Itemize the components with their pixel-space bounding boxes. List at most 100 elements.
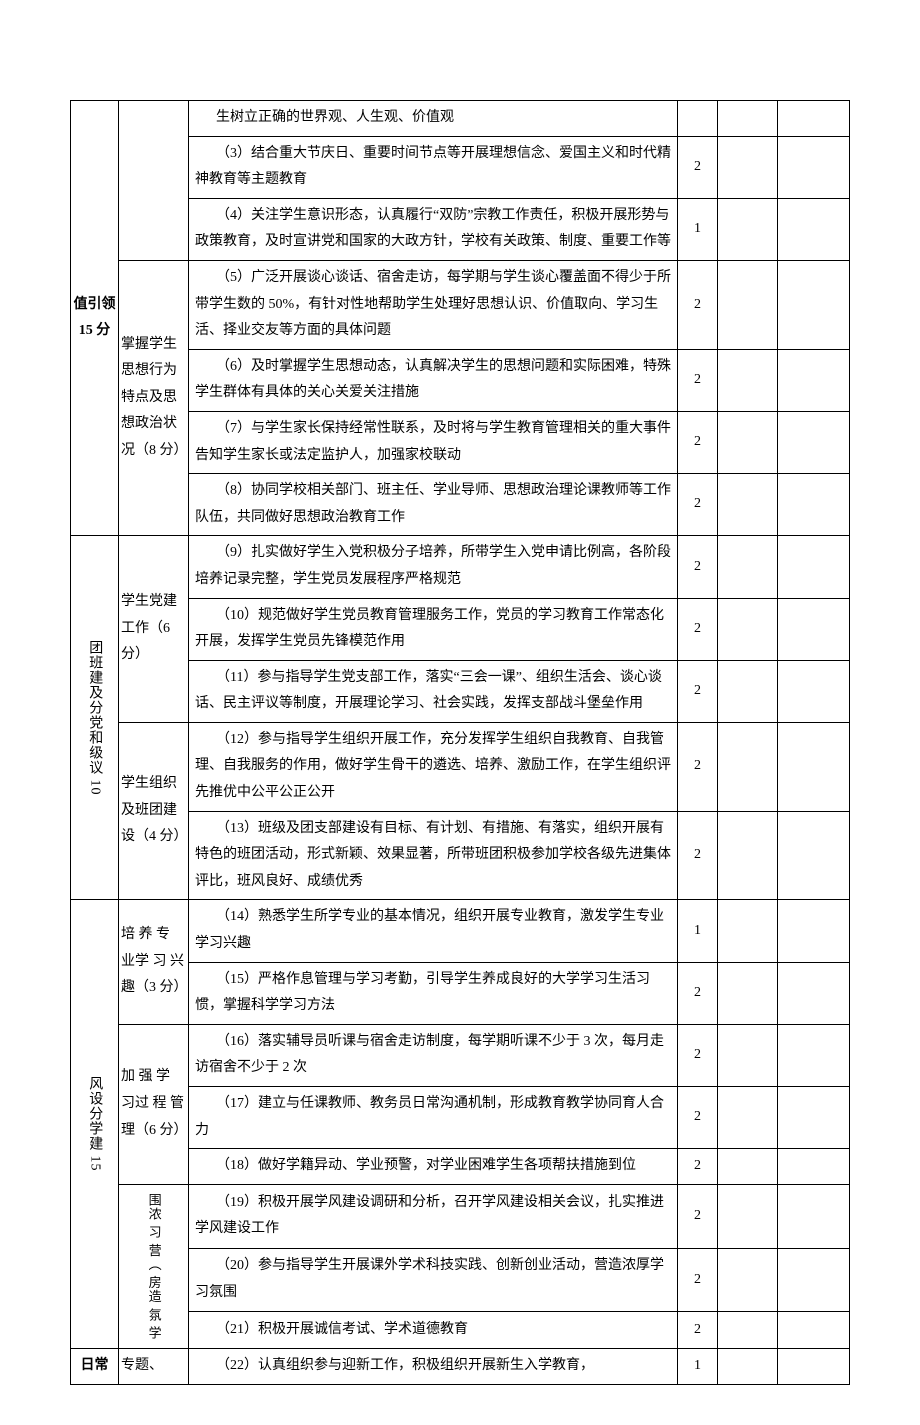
table-cell	[718, 1024, 778, 1086]
category-cell: 风设分学建 15	[71, 900, 119, 1349]
table-cell: 2	[678, 962, 718, 1024]
table-cell: （9）扎实做好学生入党积极分子培养，所带学生入党申请比例高，各阶段培养记录完整，…	[189, 536, 678, 598]
table-cell: 2	[678, 660, 718, 722]
table-row: 掌握学生思想行为特点及思想政治状况（8 分）（5）广泛开展谈心谈话、宿舍走访，每…	[71, 260, 850, 349]
table-cell	[778, 101, 850, 137]
table-cell: 学生组织及班团建设（4 分）	[119, 722, 189, 900]
table-cell	[718, 260, 778, 349]
table-cell: 1	[678, 1349, 718, 1385]
table-cell: （12）参与指导学生组织开展工作，充分发挥学生组织自我教育、自我管理、自我服务的…	[189, 722, 678, 811]
table-cell: 2	[678, 1087, 718, 1149]
table-cell: （20）参与指导学生开展课外学术科技实践、创新创业活动，营造浓厚学习氛围	[189, 1248, 678, 1312]
table-cell: （16）落实辅导员听课与宿舍走访制度，每学期听课不少于 3 次，每月走访宿舍不少…	[189, 1024, 678, 1086]
table-cell: （3）结合重大节庆日、重要时间节点等开展理想信念、爱国主义和时代精神教育等主题教…	[189, 136, 678, 198]
table-cell	[718, 349, 778, 411]
table-cell	[778, 411, 850, 473]
table-cell	[718, 411, 778, 473]
table-cell	[718, 811, 778, 900]
table-cell: （15）严格作息管理与学习考勤，引导学生养成良好的大学学习生活习惯，掌握科学学习…	[189, 962, 678, 1024]
table-cell	[778, 1312, 850, 1349]
table-cell: 2	[678, 1312, 718, 1349]
table-cell	[678, 101, 718, 137]
table-cell	[718, 900, 778, 962]
table-cell: 2	[678, 1149, 718, 1185]
category-cell: 日常	[71, 1349, 119, 1385]
table-row: 围浓 习 营（ 房造 氛 学（19）积极开展学风建设调研和分析，召开学风建设相关…	[71, 1184, 850, 1248]
table-cell	[718, 1149, 778, 1185]
table-cell	[718, 101, 778, 137]
table-cell: 1	[678, 198, 718, 260]
table-cell: 2	[678, 136, 718, 198]
table-row: 风设分学建 15培 养 专 业学 习 兴 趣（3 分）（14）熟悉学生所学专业的…	[71, 900, 850, 962]
table-cell	[778, 598, 850, 660]
table-cell: （8）协同学校相关部门、班主任、学业导师、思想政治理论课教师等工作队伍，共同做好…	[189, 474, 678, 536]
table-cell	[718, 536, 778, 598]
table-cell: （4）关注学生意识形态，认真履行“双防”宗教工作责任，积极开展形势与政策教育，及…	[189, 198, 678, 260]
table-cell: 2	[678, 722, 718, 811]
table-cell: （18）做好学籍异动、学业预警，对学业困难学生各项帮扶措施到位	[189, 1149, 678, 1185]
table-cell	[119, 101, 189, 261]
table-cell	[718, 1087, 778, 1149]
table-cell: 2	[678, 474, 718, 536]
document-page: 值引领 15 分生树立正确的世界观、人生观、价值观（3）结合重大节庆日、重要时间…	[0, 0, 920, 1425]
table-cell	[778, 962, 850, 1024]
table-row: 值引领 15 分生树立正确的世界观、人生观、价值观	[71, 101, 850, 137]
table-cell: （21）积极开展诚信考试、学术道德教育	[189, 1312, 678, 1349]
table-cell	[778, 1349, 850, 1385]
table-cell: 培 养 专 业学 习 兴 趣（3 分）	[119, 900, 189, 1024]
table-cell	[718, 598, 778, 660]
table-cell: 学生党建工作（6 分）	[119, 536, 189, 723]
table-cell	[718, 962, 778, 1024]
table-cell	[778, 1149, 850, 1185]
table-cell: 2	[678, 598, 718, 660]
table-cell	[778, 1024, 850, 1086]
table-cell	[778, 1184, 850, 1248]
table-cell	[718, 1312, 778, 1349]
table-cell: 2	[678, 260, 718, 349]
table-cell	[718, 1184, 778, 1248]
table-cell	[718, 1349, 778, 1385]
table-cell	[718, 1248, 778, 1312]
table-cell: 掌握学生思想行为特点及思想政治状况（8 分）	[119, 260, 189, 535]
table-cell: 专题、	[119, 1349, 189, 1385]
table-cell: （5）广泛开展谈心谈话、宿舍走访，每学期与学生谈心覆盖面不得少于所带学生数的 5…	[189, 260, 678, 349]
table-cell: （17）建立与任课教师、教务员日常沟通机制，形成教育教学协同育人合力	[189, 1087, 678, 1149]
table-cell	[778, 1248, 850, 1312]
table-cell: （22）认真组织参与迎新工作，积极组织开展新生入学教育，	[189, 1349, 678, 1385]
table-cell: 生树立正确的世界观、人生观、价值观	[189, 101, 678, 137]
table-cell: 1	[678, 900, 718, 962]
table-cell: 2	[678, 349, 718, 411]
table-cell	[718, 474, 778, 536]
table-cell	[778, 136, 850, 198]
table-cell: 2	[678, 536, 718, 598]
table-cell: （14）熟悉学生所学专业的基本情况，组织开展专业教育，激发学生专业学习兴趣	[189, 900, 678, 962]
table-cell: （19）积极开展学风建设调研和分析，召开学风建设相关会议，扎实推进学风建设工作	[189, 1184, 678, 1248]
table-cell	[778, 536, 850, 598]
category-cell: 团班建及分党和级议 10	[71, 536, 119, 900]
table-cell	[718, 722, 778, 811]
table-row: 日常专题、（22）认真组织参与迎新工作，积极组织开展新生入学教育，1	[71, 1349, 850, 1385]
table-cell	[778, 900, 850, 962]
table-cell: 2	[678, 811, 718, 900]
table-cell	[778, 474, 850, 536]
table-cell	[778, 722, 850, 811]
table-row: 团班建及分党和级议 10学生党建工作（6 分）（9）扎实做好学生入党积极分子培养…	[71, 536, 850, 598]
table-cell	[778, 349, 850, 411]
table-row: 学生组织及班团建设（4 分）（12）参与指导学生组织开展工作，充分发挥学生组织自…	[71, 722, 850, 811]
table-cell: 加 强 学 习过 程 管 理（6 分）	[119, 1024, 189, 1184]
table-cell	[778, 1087, 850, 1149]
table-cell	[718, 136, 778, 198]
table-cell: （10）规范做好学生党员教育管理服务工作，党员的学习教育工作常态化开展，发挥学生…	[189, 598, 678, 660]
table-cell	[778, 198, 850, 260]
table-cell	[718, 660, 778, 722]
table-cell	[778, 811, 850, 900]
table-cell	[718, 198, 778, 260]
table-cell	[778, 660, 850, 722]
table-cell: 2	[678, 1248, 718, 1312]
table-cell: （7）与学生家长保持经常性联系，及时将与学生教育管理相关的重大事件告知学生家长或…	[189, 411, 678, 473]
table-cell: 2	[678, 1184, 718, 1248]
evaluation-table: 值引领 15 分生树立正确的世界观、人生观、价值观（3）结合重大节庆日、重要时间…	[70, 100, 850, 1385]
table-row: 加 强 学 习过 程 管 理（6 分）（16）落实辅导员听课与宿舍走访制度，每学…	[71, 1024, 850, 1086]
table-cell: （13）班级及团支部建设有目标、有计划、有措施、有落实，组织开展有特色的班团活动…	[189, 811, 678, 900]
table-cell: 2	[678, 411, 718, 473]
